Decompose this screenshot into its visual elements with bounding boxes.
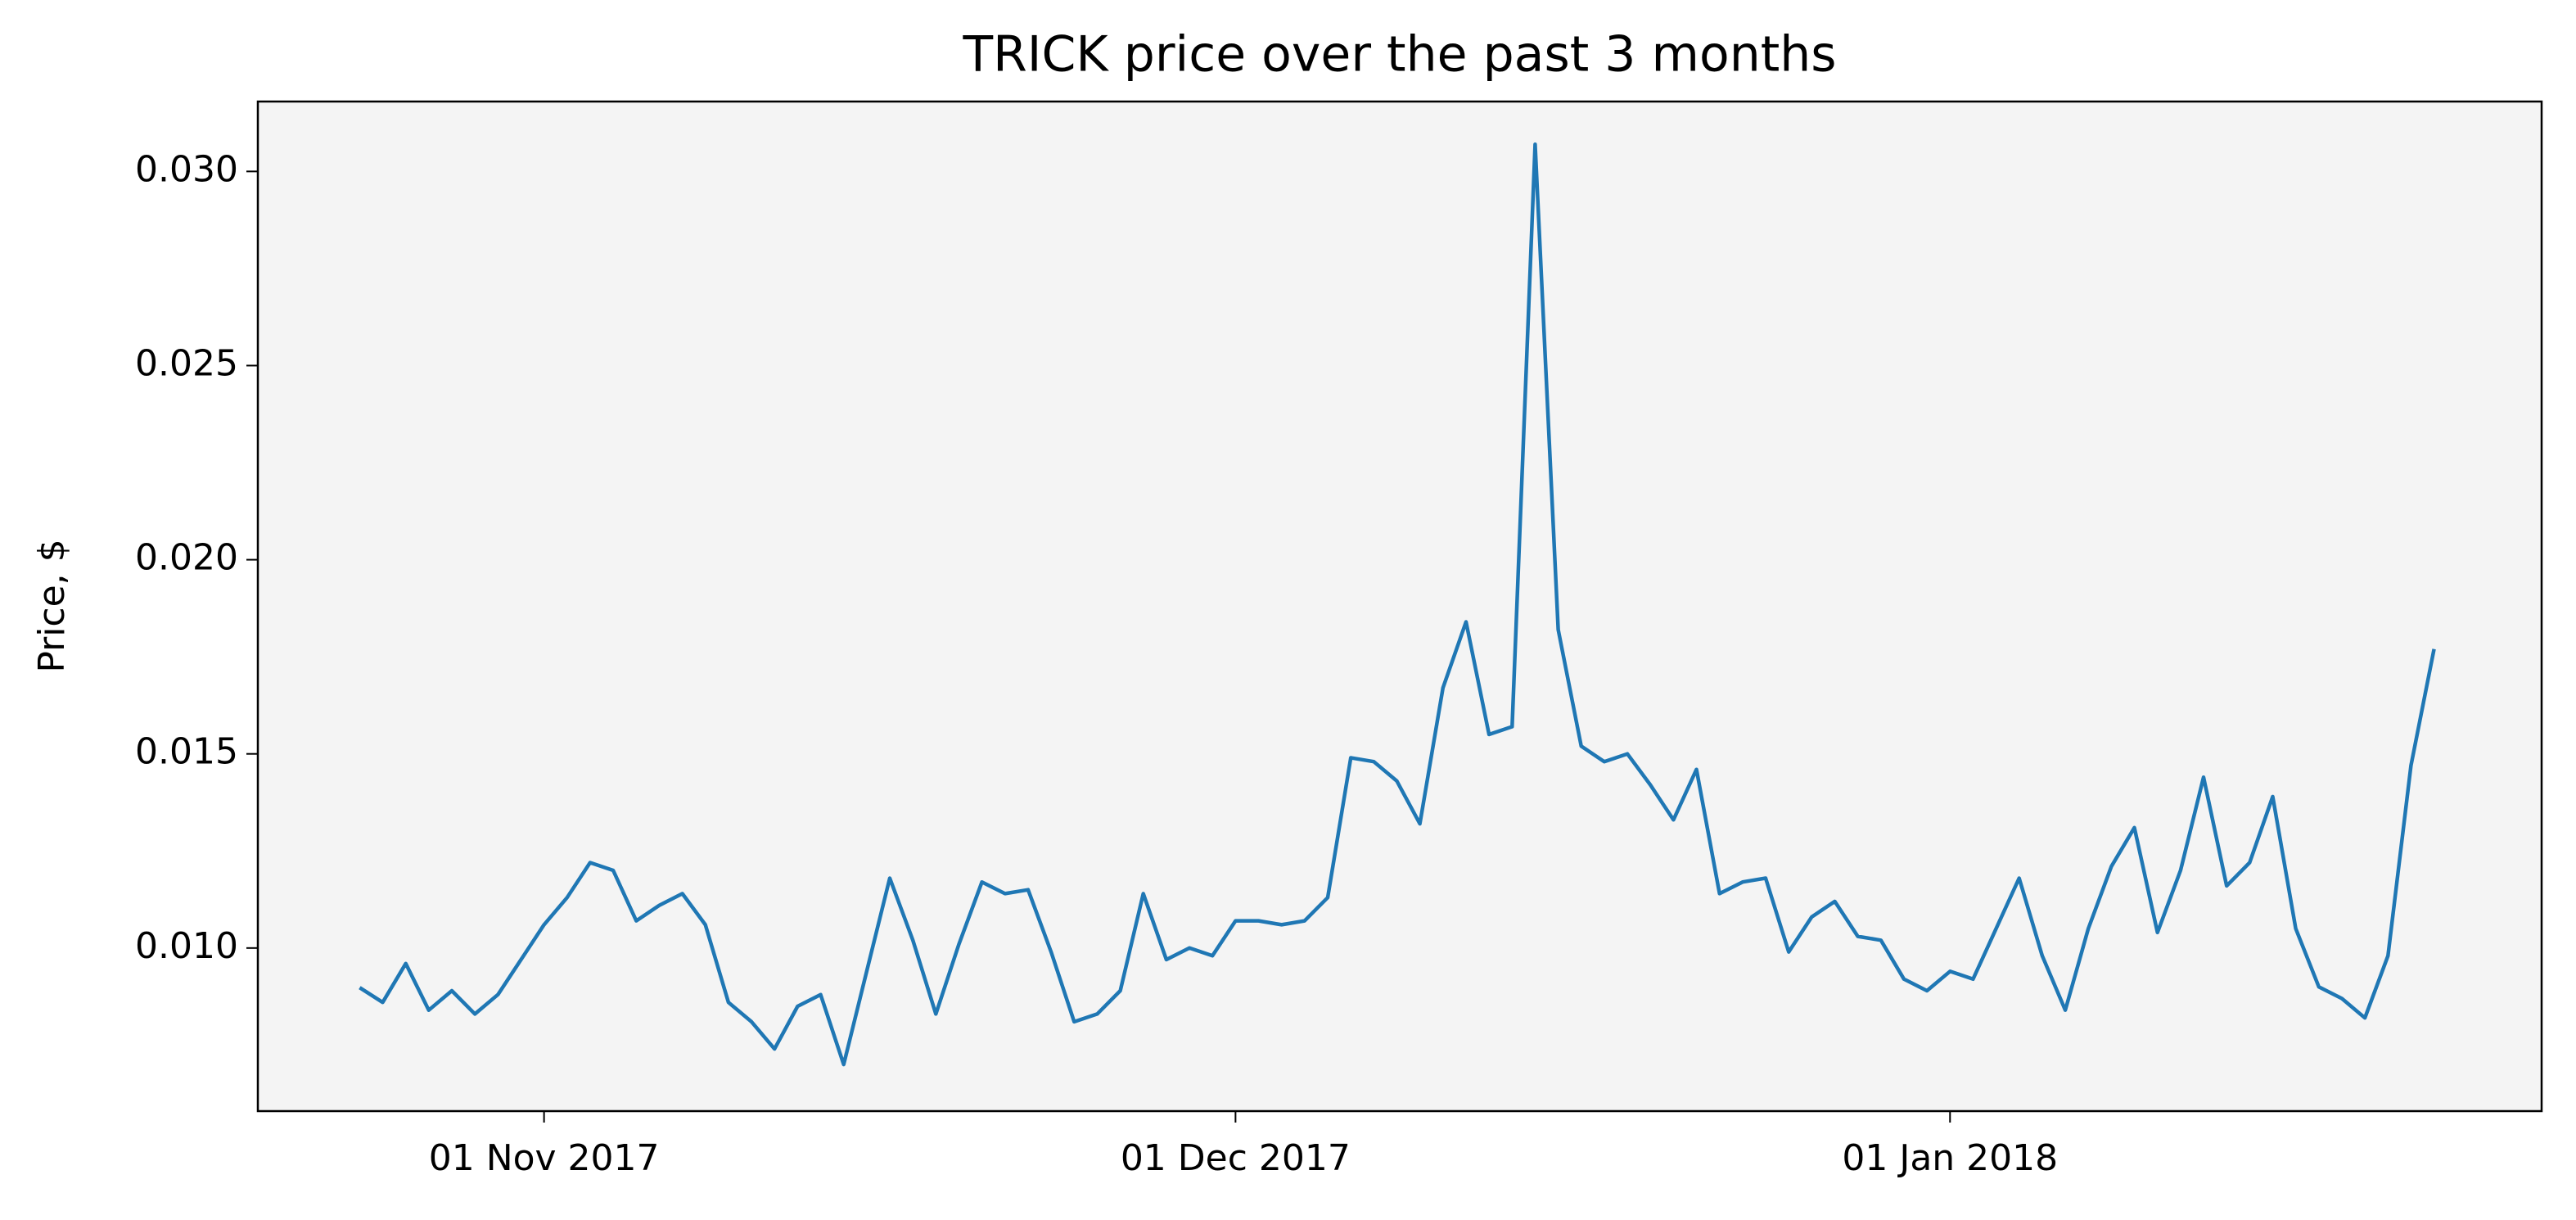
y-tick-label: 0.025 [135,342,238,384]
y-tick-label: 0.030 [135,148,238,190]
y-tick-label: 0.020 [135,537,238,579]
x-tick-label: 01 Dec 2017 [1121,1137,1351,1179]
y-axis-label: Price, $ [31,539,73,672]
plot-frame [256,100,2543,1113]
x-tick-label: 01 Nov 2017 [429,1137,660,1179]
x-tick-label: 01 Jan 2018 [1842,1137,2058,1179]
chart-title: TRICK price over the past 3 months [962,26,1836,84]
y-tick-label: 0.010 [135,925,238,967]
plot-background [258,102,2542,1111]
y-tick-label: 0.015 [135,731,238,773]
price-line [359,142,2436,1067]
